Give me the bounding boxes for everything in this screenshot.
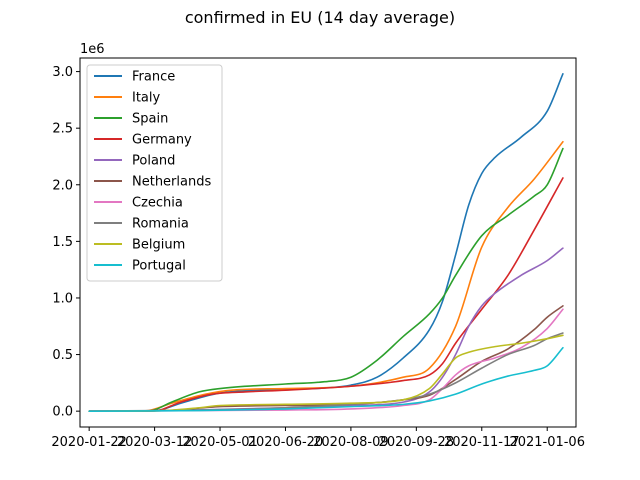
series-layer bbox=[88, 73, 564, 412]
y-axis: 0.0 0.5 1.0 1.5 2.0 2.5 3.0 bbox=[52, 65, 80, 420]
plot-frame bbox=[79, 57, 577, 428]
y-tick-label: 1.0 bbox=[52, 291, 73, 306]
y-tick-label: 0.5 bbox=[52, 348, 73, 363]
x-tick-label: 2020-05-01 bbox=[182, 435, 258, 450]
legend-label: Italy bbox=[132, 91, 161, 106]
x-tick-label: 2020-06-20 bbox=[248, 435, 324, 450]
x-axis: 2020-01-222020-03-122020-05-012020-06-20… bbox=[51, 427, 585, 450]
series-line-italy bbox=[88, 140, 564, 412]
y-tick-label: 0.0 bbox=[52, 405, 73, 420]
legend-label: Spain bbox=[132, 112, 168, 127]
x-tick-label: 2020-03-12 bbox=[117, 435, 193, 450]
series-line-belgium bbox=[88, 334, 564, 412]
y-axis-multiplier: 1e6 bbox=[80, 42, 105, 57]
legend-label: Netherlands bbox=[132, 175, 211, 190]
series-line-netherlands bbox=[88, 305, 564, 412]
x-tick-label: 2020-11-17 bbox=[444, 435, 520, 450]
legend-label: Portugal bbox=[132, 259, 186, 274]
legend-label: Romania bbox=[132, 217, 189, 232]
y-tick-label: 1.5 bbox=[52, 235, 73, 250]
legend-label: France bbox=[132, 70, 175, 85]
legend-label: Belgium bbox=[132, 238, 185, 253]
x-tick-label: 2020-01-22 bbox=[51, 435, 127, 450]
y-tick-label: 2.5 bbox=[52, 122, 73, 137]
y-tick-label: 3.0 bbox=[52, 65, 73, 80]
legend-label: Czechia bbox=[132, 196, 183, 211]
x-tick-label: 2020-08-09 bbox=[313, 435, 389, 450]
legend-label: Poland bbox=[132, 154, 175, 169]
series-line-germany bbox=[88, 177, 564, 412]
series-line-spain bbox=[88, 147, 564, 412]
x-tick-label: 2021-01-06 bbox=[509, 435, 585, 450]
legend: France Italy Spain Germany Poland Netherlands… bbox=[86, 64, 223, 282]
chart-title: confirmed in EU (14 day average) bbox=[185, 8, 455, 27]
x-tick-label: 2020-09-28 bbox=[379, 435, 455, 450]
legend-label: Germany bbox=[132, 133, 192, 148]
series-line-portugal bbox=[88, 346, 564, 412]
y-tick-label: 2.0 bbox=[52, 178, 73, 193]
